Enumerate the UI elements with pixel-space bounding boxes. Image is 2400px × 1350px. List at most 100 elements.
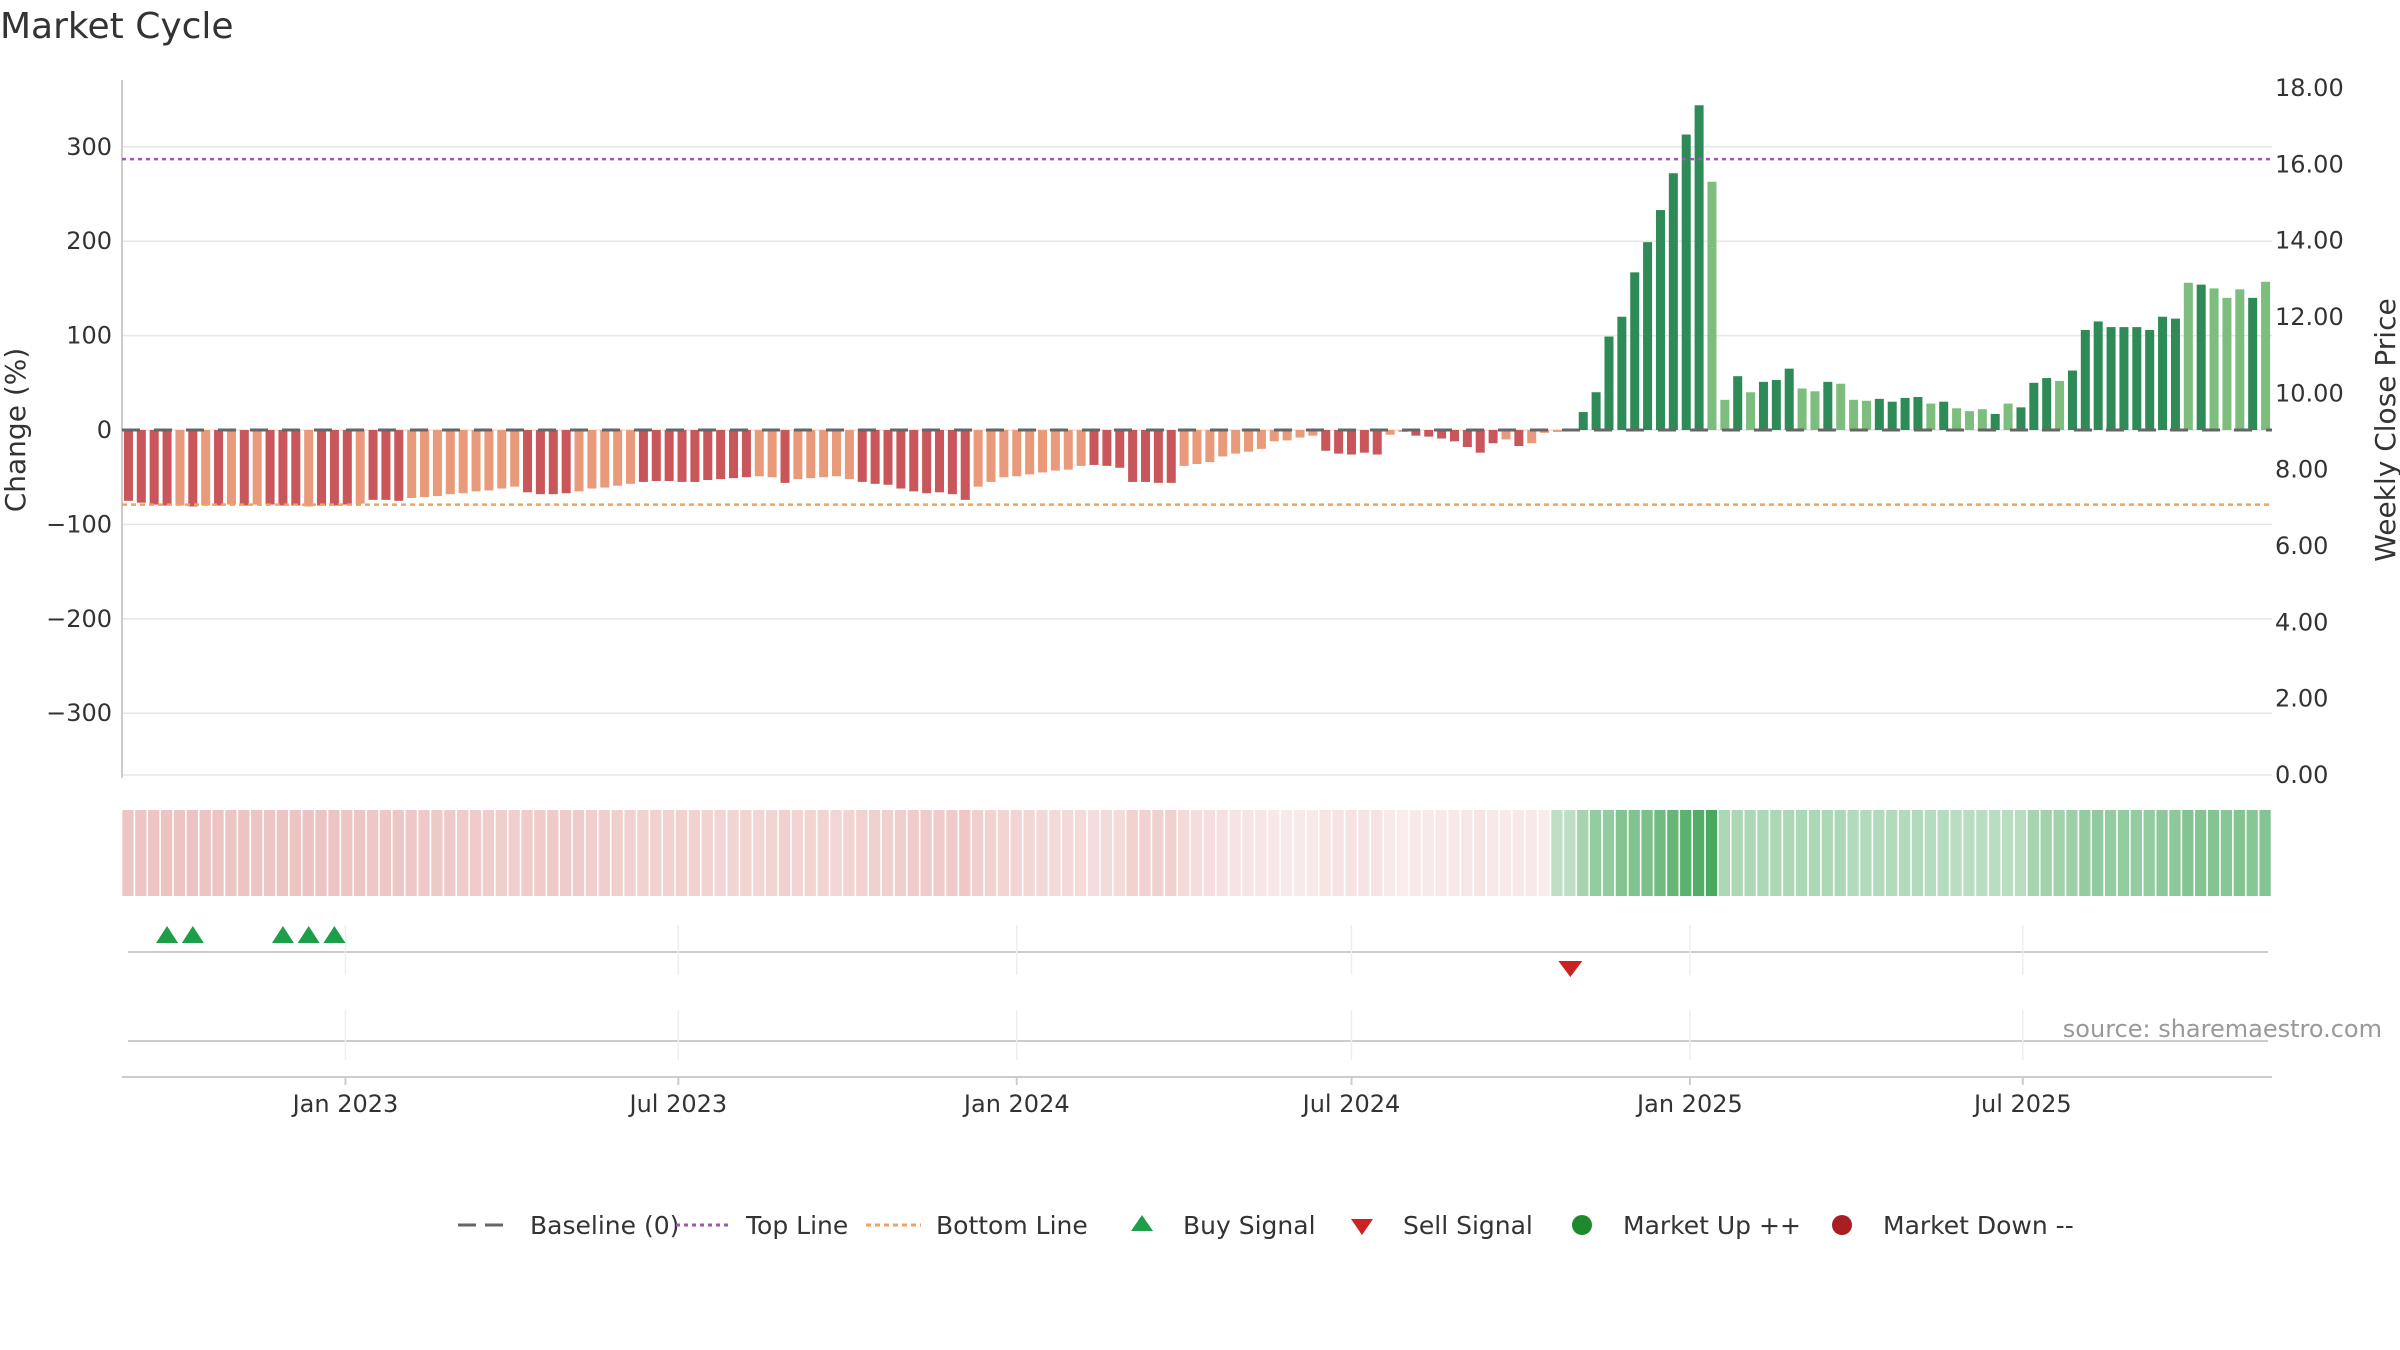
bar xyxy=(587,430,597,489)
bar xyxy=(548,430,558,495)
legend-label: Buy Signal xyxy=(1183,1211,1316,1240)
bar xyxy=(342,430,352,505)
heat-cell xyxy=(1757,810,1769,896)
bar xyxy=(1681,134,1691,430)
heat-cell xyxy=(753,810,765,896)
heat-cell xyxy=(1783,810,1795,896)
y-right-title: Weekly Close Price xyxy=(2369,298,2400,561)
bar xyxy=(1295,430,1305,438)
heat-cell xyxy=(881,810,894,896)
bar xyxy=(2029,382,2039,430)
heat-cell xyxy=(1641,810,1653,896)
heat-cell xyxy=(1886,810,1898,896)
heat-cell xyxy=(2104,810,2117,896)
heat-cell xyxy=(1190,810,1203,896)
heat-cell xyxy=(173,810,186,896)
x-tick-label: Jul 2024 xyxy=(1301,1090,1401,1118)
heat-cell xyxy=(1705,810,1718,896)
bar xyxy=(1346,430,1356,455)
heat-cell xyxy=(1049,810,1061,896)
heat-cell xyxy=(1963,810,1975,896)
bar xyxy=(2119,327,2129,430)
heat-cell xyxy=(1435,810,1447,896)
heat-cell xyxy=(2079,810,2091,896)
heat-cell xyxy=(1744,810,1756,896)
heat-cell xyxy=(1680,810,1692,896)
heat-cell xyxy=(379,810,392,896)
heat-cell xyxy=(1422,810,1434,896)
bar xyxy=(716,430,726,480)
bar xyxy=(471,430,481,492)
bar xyxy=(870,430,880,484)
heat-cell xyxy=(2066,810,2078,896)
bar xyxy=(1810,391,1820,430)
heat-cell xyxy=(354,810,366,896)
bar xyxy=(1643,242,1653,430)
bar xyxy=(368,430,378,500)
bar xyxy=(729,430,739,479)
bar xyxy=(1990,413,2000,430)
heat-cell xyxy=(727,810,739,896)
legend-label: Market Up ++ xyxy=(1623,1211,1801,1240)
bar xyxy=(394,430,404,501)
heat-cell xyxy=(1577,810,1589,896)
bar xyxy=(651,430,661,481)
heat-cell xyxy=(1319,810,1331,896)
heat-cell xyxy=(701,810,713,896)
heat-cell xyxy=(1950,810,1962,896)
y-right-tick-label: 12.00 xyxy=(2275,303,2344,331)
heat-cell xyxy=(1409,810,1421,896)
heat-cell xyxy=(1525,810,1537,896)
bar xyxy=(175,430,185,506)
bar xyxy=(1089,430,1099,465)
bar xyxy=(214,430,224,506)
heat-cell xyxy=(2027,810,2039,896)
legend-item-sell: Sell Signal xyxy=(1351,1211,1533,1240)
bar xyxy=(561,430,571,494)
bar xyxy=(1720,399,1730,430)
heat-cell xyxy=(1821,810,1833,896)
heat-cell xyxy=(1332,810,1344,896)
y-right-tick-label: 2.00 xyxy=(2275,685,2328,713)
bar xyxy=(329,430,339,506)
bar xyxy=(1617,316,1627,430)
heat-cell xyxy=(1280,810,1293,896)
x-tick-label: Jul 2025 xyxy=(1972,1090,2072,1118)
heat-cell xyxy=(431,810,443,896)
heat-cell xyxy=(2014,810,2027,896)
heat-cell xyxy=(547,810,559,896)
x-tick-label: Jan 2023 xyxy=(291,1090,399,1118)
x-axis: Jan 2023 Jul 2023 Jan 2024 Jul 2024 Jan 2025… xyxy=(122,1076,2272,1118)
bar xyxy=(1578,412,1588,430)
heat-cell xyxy=(289,810,301,896)
heat-cell xyxy=(856,810,868,896)
bar xyxy=(1038,430,1048,473)
heat-cell xyxy=(1474,810,1486,896)
heat-cell xyxy=(1087,810,1100,896)
bar xyxy=(883,430,893,485)
heat-cell xyxy=(1602,810,1615,896)
y-right-tick-label: 8.00 xyxy=(2275,456,2328,484)
heat-cell xyxy=(714,810,726,896)
bar xyxy=(1887,401,1897,430)
bar xyxy=(355,430,365,504)
heat-cell xyxy=(1345,810,1357,896)
heat-cell xyxy=(366,810,379,896)
bar xyxy=(291,430,301,506)
heat-cell xyxy=(2195,810,2207,896)
heat-cell xyxy=(1873,810,1885,896)
heat-cell xyxy=(1036,810,1048,896)
bar xyxy=(793,430,803,480)
bar xyxy=(806,430,816,479)
bar xyxy=(638,430,648,482)
heat-cell xyxy=(2207,810,2220,896)
heat-cell xyxy=(560,810,572,896)
x-tick-label: Jan 2025 xyxy=(1635,1090,1743,1118)
heat-cell xyxy=(1139,810,1151,896)
x-tick-label: Jan 2024 xyxy=(962,1090,1070,1118)
heat-cell xyxy=(1358,810,1370,896)
legend: Baseline (0) Top Line Bottom Line Buy Signa… xyxy=(458,1211,2074,1240)
bar xyxy=(1475,430,1485,453)
heat-cell xyxy=(766,810,778,896)
bar xyxy=(1604,336,1614,430)
